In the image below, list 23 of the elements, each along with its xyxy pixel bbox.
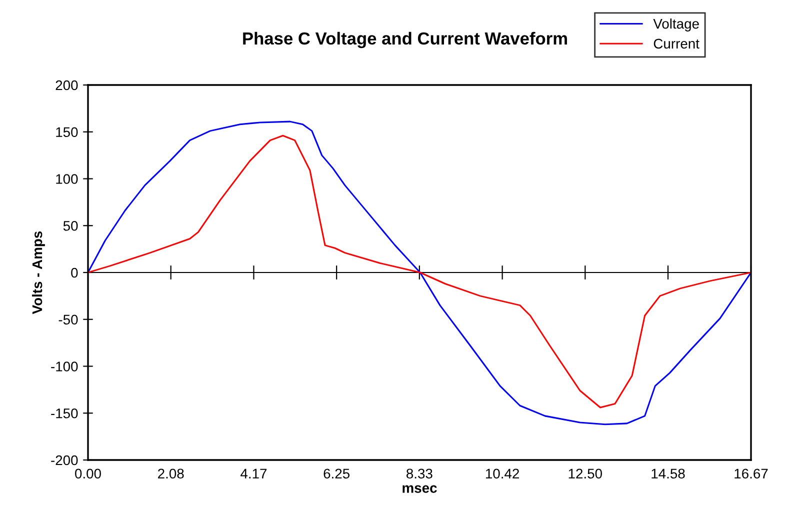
x-tick-label: 10.42 [486,468,519,479]
x-tick-label: 16.67 [734,468,768,479]
legend-label: Voltage [653,18,699,32]
y-tick-label: -50 [58,314,78,325]
x-tick-label: 14.58 [652,468,685,479]
x-axis-title: msec [402,485,437,493]
y-tick-label: 50 [63,220,78,231]
x-tick-label: 6.25 [324,468,350,479]
chart-title: Phase C Voltage and Current Waveform [243,32,567,48]
y-tick-label: 100 [56,174,78,184]
x-tick-label: 0.00 [75,468,101,479]
y-tick-label: -100 [51,362,78,372]
y-tick-label: -150 [51,408,78,418]
y-tick-label: -200 [51,455,78,466]
x-tick-label: 2.08 [158,468,184,479]
y-axis-title: Volts - Amps [32,231,45,314]
y-tick-label: 0 [71,268,78,278]
legend-label: Current [654,38,700,49]
x-tick-label: 12.50 [568,468,602,479]
y-tick-label: 150 [56,127,78,138]
x-tick-label: 8.33 [406,468,432,479]
x-tick-label: 4.17 [240,468,267,478]
y-tick-label: 200 [56,80,78,90]
